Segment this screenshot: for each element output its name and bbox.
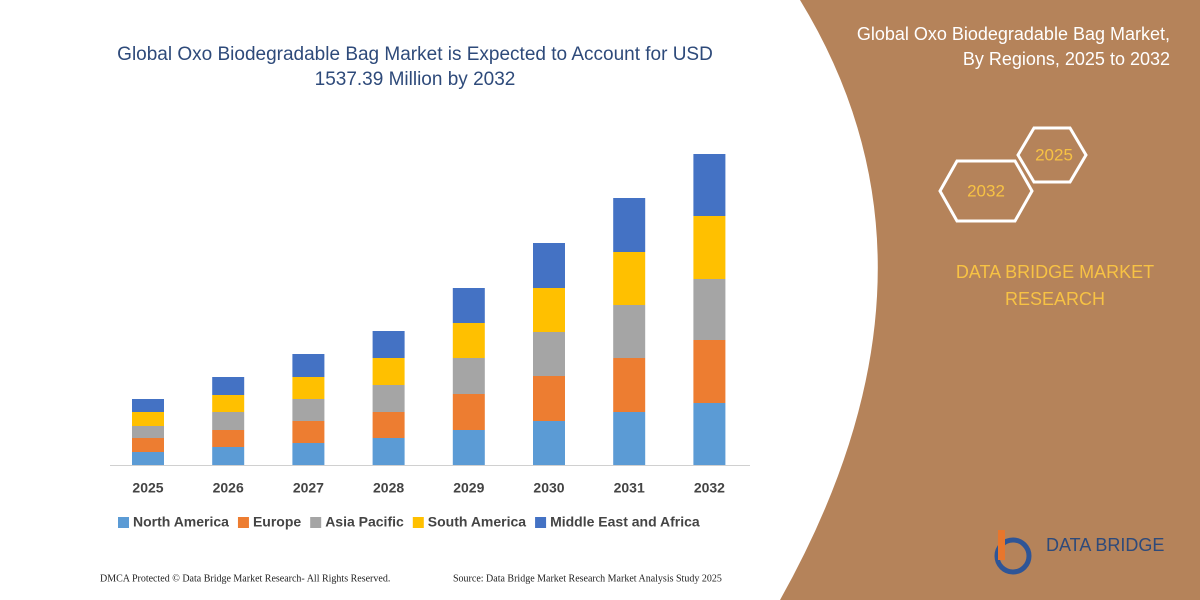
bar-segment xyxy=(452,394,485,430)
bar-segment xyxy=(132,412,164,426)
footer-source: Source: Data Bridge Market Research Mark… xyxy=(453,573,722,584)
bar-segment xyxy=(212,430,245,447)
logo-text: DATA BRIDGE xyxy=(1046,535,1164,555)
chart-title: Global Oxo Biodegradable Bag Market is E… xyxy=(117,44,713,90)
panel-brand: DATA BRIDGE MARKET RESEARCH xyxy=(955,262,1155,309)
bar-segment xyxy=(212,447,245,465)
bar-segment xyxy=(533,376,565,421)
hexagon-label: 2025 xyxy=(1035,145,1073,164)
legend-swatch xyxy=(118,517,129,528)
x-tick-label: 2025 xyxy=(132,480,163,496)
bar-segment xyxy=(452,358,485,394)
legend-label: Asia Pacific xyxy=(325,514,404,530)
bar-segment xyxy=(693,279,726,340)
bar-segment xyxy=(372,385,405,412)
bar-segment xyxy=(613,358,646,412)
bar-segment xyxy=(693,216,726,279)
x-tick-label: 2031 xyxy=(614,480,645,496)
bar-segment xyxy=(613,252,646,305)
bar-segment xyxy=(372,412,405,438)
logo-icon xyxy=(998,530,1005,560)
x-tick-label: 2030 xyxy=(533,480,564,496)
bar-segment xyxy=(292,421,325,443)
footer-copyright: DMCA Protected © Data Bridge Market Rese… xyxy=(100,573,390,584)
bar-segment xyxy=(533,243,565,288)
bar-segment xyxy=(693,403,726,465)
bar-segment xyxy=(372,331,405,358)
legend-label: Europe xyxy=(253,514,301,530)
bar-segment xyxy=(693,340,726,403)
bar-segment xyxy=(212,412,245,430)
bar-segment xyxy=(132,426,164,438)
bar-segment xyxy=(533,421,565,465)
legend-label: South America xyxy=(428,514,526,530)
logo-icon xyxy=(994,537,1032,575)
bar-segment xyxy=(452,288,485,323)
bar-segment xyxy=(292,399,325,421)
bar-segment xyxy=(292,377,325,399)
bar-segment xyxy=(452,430,485,465)
side-panel xyxy=(780,0,1200,600)
x-tick-label: 2029 xyxy=(453,480,484,496)
legend-label: North America xyxy=(133,514,229,530)
bar-segment xyxy=(533,332,565,376)
x-tick-label: 2026 xyxy=(213,480,244,496)
hexagon xyxy=(938,159,1034,223)
bar-segment xyxy=(212,377,245,395)
x-tick-label: 2032 xyxy=(694,480,725,496)
bar-segment xyxy=(613,198,646,252)
bar-segment xyxy=(613,412,646,465)
hexagon-label: 2032 xyxy=(967,181,1005,200)
bar-segment xyxy=(372,438,405,465)
bar-segment xyxy=(132,452,164,465)
legend-swatch xyxy=(412,517,424,528)
bar-segment xyxy=(372,358,405,385)
legend-swatch xyxy=(310,517,322,528)
bar-segment xyxy=(613,305,646,358)
bar-segment xyxy=(132,399,164,412)
legend-swatch xyxy=(237,517,249,528)
bar-segment xyxy=(132,438,164,452)
legend-swatch xyxy=(535,517,547,528)
hexagon xyxy=(1016,126,1088,184)
legend-label: Middle East and Africa xyxy=(550,514,700,530)
x-tick-label: 2028 xyxy=(373,480,404,496)
x-tick-label: 2027 xyxy=(293,480,324,496)
bar-segment xyxy=(452,323,485,358)
bar-segment xyxy=(292,354,325,377)
bar-segment xyxy=(693,154,726,216)
bar-segment xyxy=(212,395,245,412)
bar-segment xyxy=(533,288,565,332)
bar-segment xyxy=(292,443,325,465)
logo: DATA BRIDGE xyxy=(994,530,1164,575)
panel-title: Global Oxo Biodegradable Bag Market, By … xyxy=(856,24,1170,69)
